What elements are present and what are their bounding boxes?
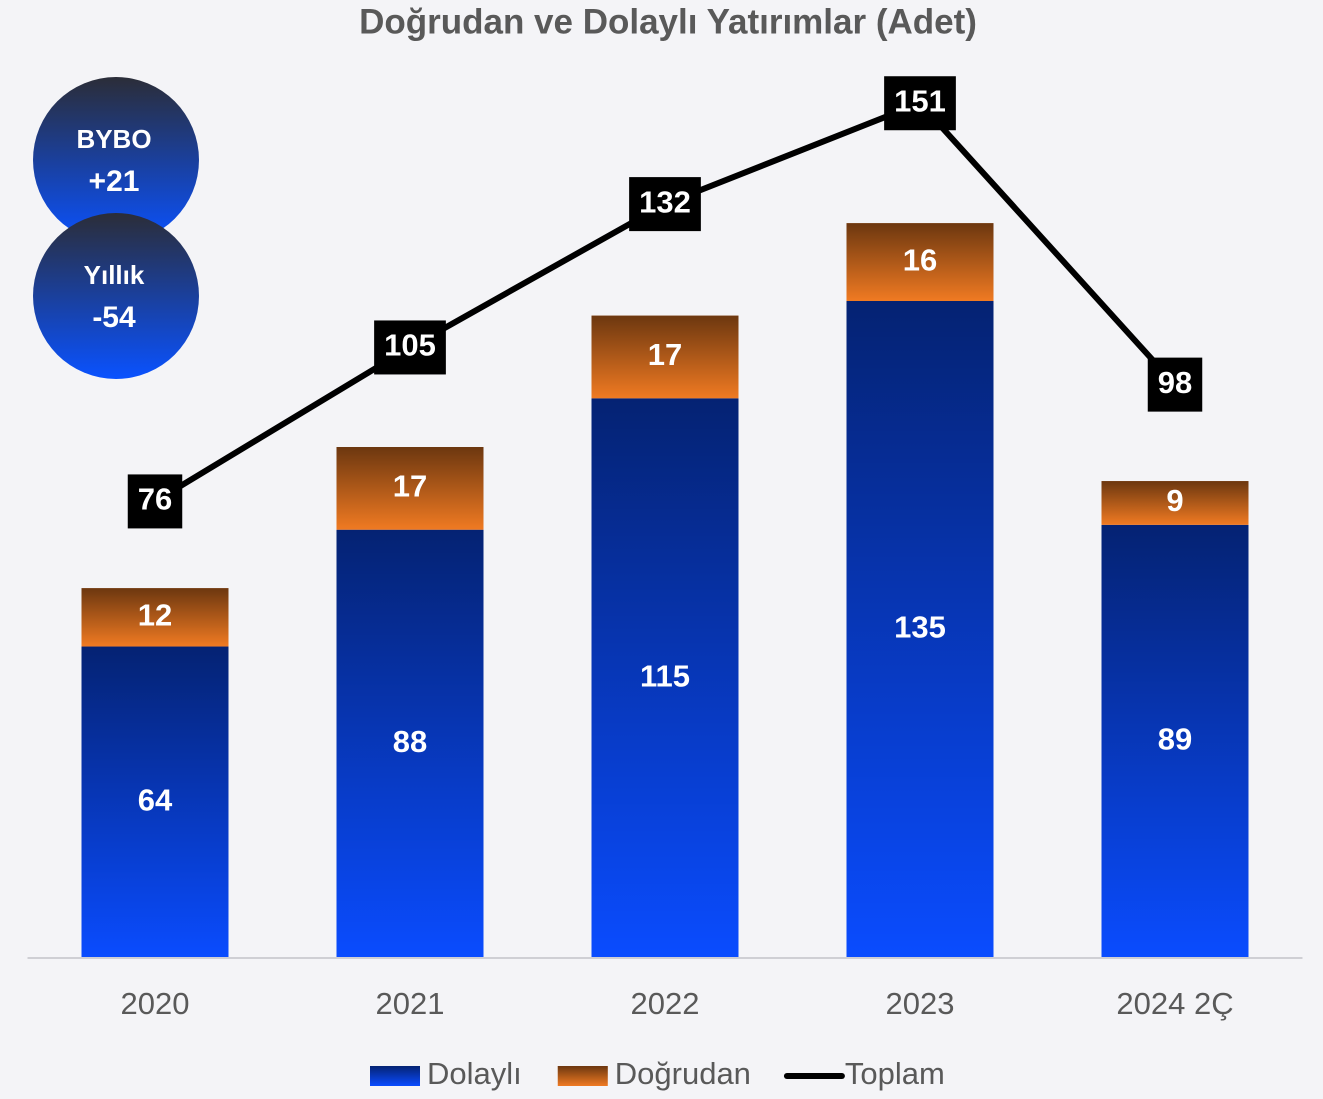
x-tick-label: 2020 xyxy=(121,986,190,1021)
annotation-label: Yıllık xyxy=(84,260,145,290)
legend-swatch-shade xyxy=(370,1066,420,1086)
annotation-circle xyxy=(33,77,199,243)
legend-label: Doğrudan xyxy=(615,1056,751,1091)
bar-shade xyxy=(81,646,229,958)
bar-shade xyxy=(1101,481,1249,525)
data-label: 89 xyxy=(1158,722,1192,757)
bar-shade xyxy=(336,529,484,958)
data-label: 64 xyxy=(138,782,173,817)
data-label-box xyxy=(629,177,701,232)
data-label: 105 xyxy=(384,328,436,363)
data-label: 88 xyxy=(393,724,427,759)
legend-swatch-shade xyxy=(557,1066,608,1086)
bar-shade xyxy=(336,447,484,530)
data-label: 135 xyxy=(894,610,946,645)
data-label: 16 xyxy=(903,242,937,277)
annotation-label: BYBO xyxy=(76,124,151,154)
bar-shade xyxy=(81,588,229,647)
x-tick-label: 2023 xyxy=(886,986,955,1021)
data-label: 132 xyxy=(639,184,691,219)
data-label: 98 xyxy=(1158,365,1192,400)
annotation-circle xyxy=(33,213,199,379)
legend-label: Toplam xyxy=(845,1056,945,1091)
data-label: 151 xyxy=(894,83,946,118)
data-label: 12 xyxy=(138,598,172,633)
annotation-value: -54 xyxy=(92,301,136,334)
data-label-box xyxy=(1147,357,1203,412)
bar-shade xyxy=(846,223,994,301)
legend-label: Dolaylı xyxy=(427,1056,522,1091)
data-label: 17 xyxy=(393,469,427,504)
bar-shade xyxy=(591,315,739,399)
bar-shade xyxy=(1101,524,1249,958)
data-label: 17 xyxy=(648,337,682,372)
x-tick-label: 2022 xyxy=(631,986,700,1021)
data-label: 9 xyxy=(1166,483,1183,518)
x-tick-label: 2024 2Ç xyxy=(1116,986,1233,1021)
data-label-box xyxy=(884,76,956,131)
x-tick-label: 2021 xyxy=(376,986,445,1021)
chart-title: Doğrudan ve Dolaylı Yatırımlar (Adet) xyxy=(359,2,977,41)
data-label: 115 xyxy=(640,658,690,693)
data-label-box xyxy=(127,474,183,529)
data-label-box xyxy=(374,320,446,375)
bar-shade xyxy=(846,301,994,958)
bar-shade xyxy=(591,398,739,958)
annotation-value: +21 xyxy=(89,165,140,198)
data-label: 76 xyxy=(138,482,172,517)
